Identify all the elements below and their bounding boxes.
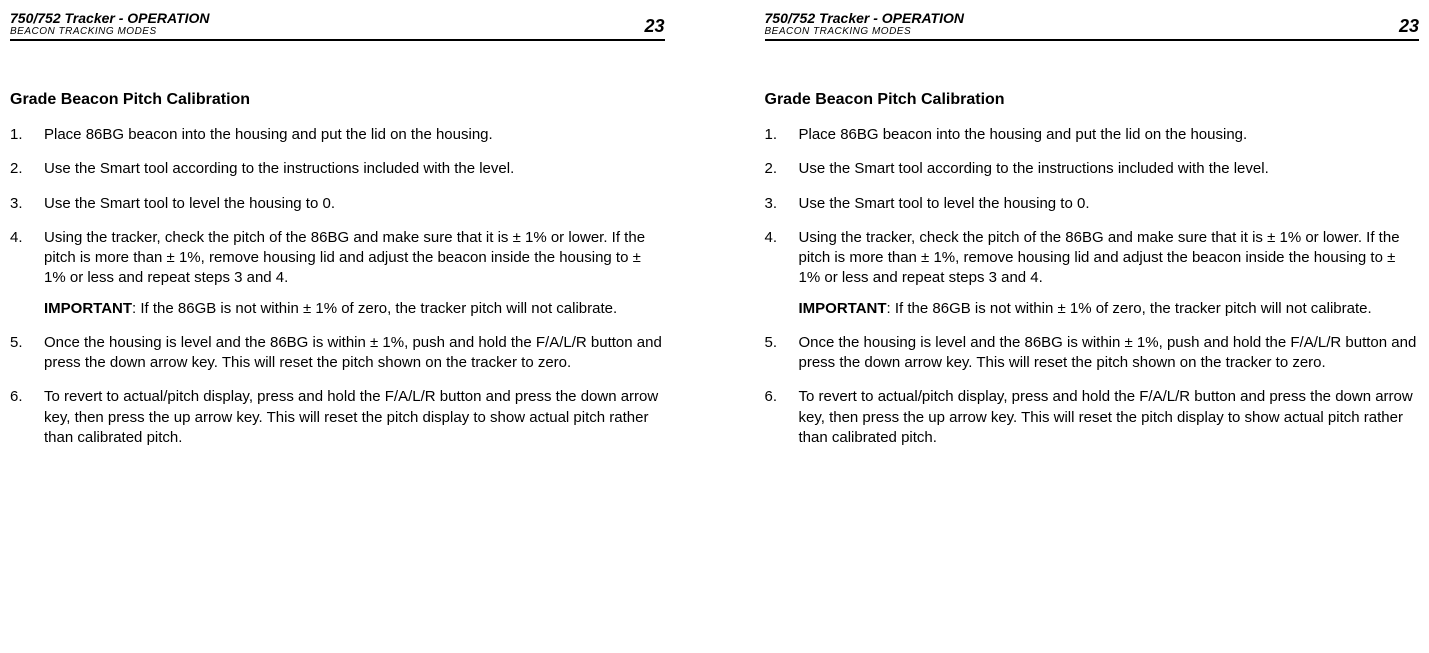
important-note: IMPORTANT: If the 86GB is not within ± 1… bbox=[44, 299, 665, 319]
page-number: 23 bbox=[644, 16, 664, 37]
step-text: Once the housing is level and the 86BG i… bbox=[799, 334, 1417, 371]
step-text: Use the Smart tool according to the inst… bbox=[799, 160, 1269, 177]
page-right: 750/752 Tracker - OPERATION BEACON TRACK… bbox=[715, 0, 1429, 653]
note-text: : If the 86GB is not within ± 1% of zero… bbox=[132, 300, 617, 317]
step-item: Place 86BG beacon into the housing and p… bbox=[765, 125, 1420, 145]
step-item: Use the Smart tool according to the inst… bbox=[765, 159, 1420, 179]
steps-list: Place 86BG beacon into the housing and p… bbox=[10, 125, 665, 448]
page-left: 750/752 Tracker - OPERATION BEACON TRACK… bbox=[0, 0, 715, 653]
note-label: IMPORTANT bbox=[799, 300, 887, 317]
note-text: : If the 86GB is not within ± 1% of zero… bbox=[887, 300, 1372, 317]
header-left-block: 750/752 Tracker - OPERATION BEACON TRACK… bbox=[765, 10, 964, 37]
page-spread: 750/752 Tracker - OPERATION BEACON TRACK… bbox=[0, 0, 1429, 653]
important-note: IMPORTANT: If the 86GB is not within ± 1… bbox=[799, 299, 1420, 319]
step-item: Use the Smart tool to level the housing … bbox=[10, 194, 665, 214]
step-item: To revert to actual/pitch display, press… bbox=[10, 387, 665, 448]
step-text: Use the Smart tool according to the inst… bbox=[44, 160, 514, 177]
page-header: 750/752 Tracker - OPERATION BEACON TRACK… bbox=[765, 10, 1420, 41]
header-title: 750/752 Tracker - OPERATION bbox=[10, 10, 209, 26]
step-text: Place 86BG beacon into the housing and p… bbox=[799, 126, 1248, 143]
step-item: Once the housing is level and the 86BG i… bbox=[765, 333, 1420, 374]
header-title: 750/752 Tracker - OPERATION bbox=[765, 10, 964, 26]
step-item: Use the Smart tool to level the housing … bbox=[765, 194, 1420, 214]
step-text: To revert to actual/pitch display, press… bbox=[44, 388, 658, 446]
step-item: Use the Smart tool according to the inst… bbox=[10, 159, 665, 179]
section-title: Grade Beacon Pitch Calibration bbox=[765, 91, 1420, 109]
header-subtitle: BEACON TRACKING MODES bbox=[765, 26, 964, 37]
step-text: Using the tracker, check the pitch of th… bbox=[799, 229, 1400, 287]
step-text: Place 86BG beacon into the housing and p… bbox=[44, 126, 493, 143]
note-label: IMPORTANT bbox=[44, 300, 132, 317]
section-title: Grade Beacon Pitch Calibration bbox=[10, 91, 665, 109]
header-left-block: 750/752 Tracker - OPERATION BEACON TRACK… bbox=[10, 10, 209, 37]
step-text: Use the Smart tool to level the housing … bbox=[44, 195, 335, 212]
page-header: 750/752 Tracker - OPERATION BEACON TRACK… bbox=[10, 10, 665, 41]
step-text: Using the tracker, check the pitch of th… bbox=[44, 229, 645, 287]
step-item: Using the tracker, check the pitch of th… bbox=[10, 228, 665, 319]
step-item: To revert to actual/pitch display, press… bbox=[765, 387, 1420, 448]
step-item: Using the tracker, check the pitch of th… bbox=[765, 228, 1420, 319]
page-number: 23 bbox=[1399, 16, 1419, 37]
step-item: Place 86BG beacon into the housing and p… bbox=[10, 125, 665, 145]
step-text: To revert to actual/pitch display, press… bbox=[799, 388, 1413, 446]
steps-list: Place 86BG beacon into the housing and p… bbox=[765, 125, 1420, 448]
step-text: Once the housing is level and the 86BG i… bbox=[44, 334, 662, 371]
step-item: Once the housing is level and the 86BG i… bbox=[10, 333, 665, 374]
step-text: Use the Smart tool to level the housing … bbox=[799, 195, 1090, 212]
header-subtitle: BEACON TRACKING MODES bbox=[10, 26, 209, 37]
